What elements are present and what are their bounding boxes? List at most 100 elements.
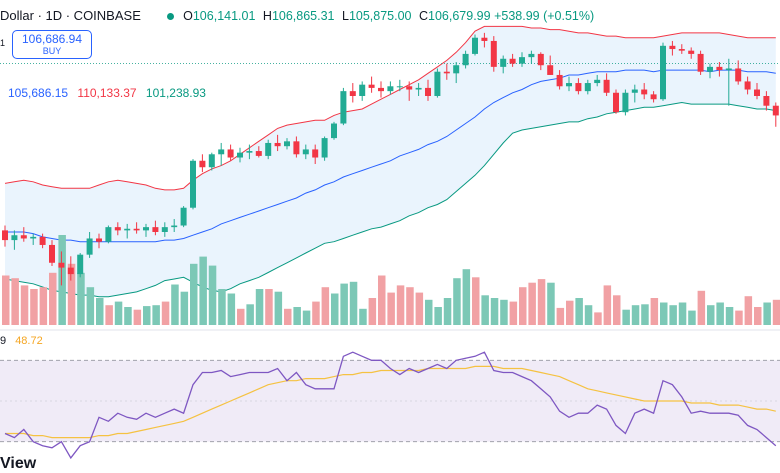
rsi-legend: 9 48.72 bbox=[0, 335, 43, 347]
candle-body bbox=[133, 228, 140, 231]
volume-bar bbox=[697, 290, 706, 325]
candle-body bbox=[161, 227, 168, 232]
candle-body bbox=[58, 262, 65, 268]
volume-bar bbox=[716, 302, 724, 325]
rsi-value: 48.72 bbox=[15, 335, 43, 347]
volume-bar bbox=[678, 302, 687, 325]
candle-body bbox=[415, 87, 422, 90]
symbol-title[interactable]: Dollar · 1D · COINBASE bbox=[0, 8, 141, 23]
bollinger-lower-line bbox=[4, 101, 776, 298]
low-value: 105,875.00 bbox=[348, 9, 412, 23]
volume-bar bbox=[208, 265, 217, 325]
chart-header: Dollar · 1D · COINBASE O106,141.01 H106,… bbox=[0, 8, 594, 23]
bollinger-upper-line bbox=[4, 25, 776, 191]
volume-bar bbox=[603, 285, 612, 325]
candle-body bbox=[613, 92, 619, 113]
candle-body bbox=[556, 74, 563, 87]
candle-body bbox=[575, 83, 582, 92]
volume-bar bbox=[49, 272, 57, 325]
candle-body bbox=[453, 65, 460, 74]
volume-bar bbox=[161, 301, 170, 325]
candle-body bbox=[678, 49, 685, 51]
volume-bar bbox=[20, 285, 29, 325]
candle-body bbox=[67, 267, 74, 275]
candle-body bbox=[406, 86, 413, 90]
candle-body bbox=[396, 86, 403, 88]
volume-bar bbox=[556, 307, 565, 325]
bollinger-band-fill bbox=[5, 26, 776, 297]
candle-body bbox=[631, 89, 638, 93]
candle-body bbox=[697, 53, 704, 72]
volume-bar bbox=[246, 304, 254, 325]
candle-body bbox=[86, 238, 93, 255]
volume-bar bbox=[11, 278, 19, 325]
volume-bar bbox=[30, 289, 38, 325]
candle-body bbox=[218, 149, 225, 155]
candle-body bbox=[143, 227, 149, 231]
volume-bar bbox=[528, 282, 536, 325]
volume-bar bbox=[67, 263, 76, 325]
volume-bar bbox=[143, 306, 151, 325]
brand-watermark: View bbox=[0, 455, 37, 472]
bollinger-legend: 105,686.15 110,133.37 101,238.93 bbox=[8, 86, 212, 100]
candle-body bbox=[669, 45, 676, 50]
volume-bar bbox=[190, 263, 198, 325]
candle-body bbox=[763, 96, 770, 106]
candle-body bbox=[772, 105, 779, 116]
bb-basis-value: 105,686.15 bbox=[8, 86, 69, 100]
rsi-legend-tail: 9 bbox=[0, 335, 7, 347]
candle-body bbox=[594, 79, 601, 84]
volume-bar bbox=[312, 301, 320, 325]
candle-body bbox=[237, 152, 243, 158]
candle-body bbox=[2, 230, 8, 241]
candle-body bbox=[20, 235, 27, 239]
low-label: L bbox=[341, 9, 349, 23]
volume-bar bbox=[462, 269, 471, 325]
volume-bar bbox=[453, 278, 461, 325]
volume-bar bbox=[105, 305, 113, 325]
volume-bar bbox=[669, 305, 677, 325]
candle-body bbox=[537, 53, 544, 66]
volume-bar bbox=[378, 275, 386, 325]
candle-body bbox=[124, 228, 131, 231]
candle-body bbox=[707, 66, 713, 72]
candle-body bbox=[566, 83, 572, 87]
buy-button[interactable]: 106,686.94 BUY bbox=[12, 30, 92, 59]
candle-body bbox=[274, 142, 281, 147]
volume-bar bbox=[359, 308, 367, 325]
candle-body bbox=[227, 149, 234, 158]
volume-bar bbox=[754, 307, 762, 325]
volume-bar bbox=[641, 304, 649, 325]
volume-bar bbox=[650, 298, 659, 325]
candle-body bbox=[190, 160, 196, 208]
volume-bar bbox=[443, 298, 452, 325]
candle-body bbox=[208, 154, 215, 168]
volume-bar bbox=[406, 287, 414, 325]
volume-bar bbox=[660, 302, 668, 325]
candle-body bbox=[519, 57, 525, 64]
candle-body bbox=[312, 149, 319, 158]
volume-bar bbox=[688, 310, 696, 325]
close-value: 106,679.99 bbox=[428, 9, 491, 23]
volume-bar bbox=[584, 305, 593, 325]
volume-bar bbox=[509, 301, 518, 325]
volume-bar bbox=[415, 292, 424, 325]
rsi-line bbox=[4, 351, 777, 460]
volume-bar bbox=[434, 307, 442, 325]
volume-bar bbox=[293, 307, 301, 325]
volume-bar bbox=[622, 309, 630, 325]
candle-body bbox=[603, 79, 610, 93]
candle-body bbox=[331, 123, 337, 139]
candle-body bbox=[199, 160, 206, 168]
volume-bar bbox=[763, 302, 771, 325]
volume-bar bbox=[199, 256, 207, 325]
volume-bar bbox=[707, 305, 715, 325]
ohlc-readout: O106,141.01 H106,865.31 L105,875.00 C106… bbox=[183, 9, 594, 23]
candle-body bbox=[622, 92, 629, 113]
volume-bar bbox=[265, 289, 273, 325]
volume-bar bbox=[631, 305, 640, 325]
volume-bar bbox=[96, 298, 104, 325]
order-quantity[interactable]: 1 bbox=[0, 38, 6, 48]
volume-bar bbox=[274, 291, 283, 325]
